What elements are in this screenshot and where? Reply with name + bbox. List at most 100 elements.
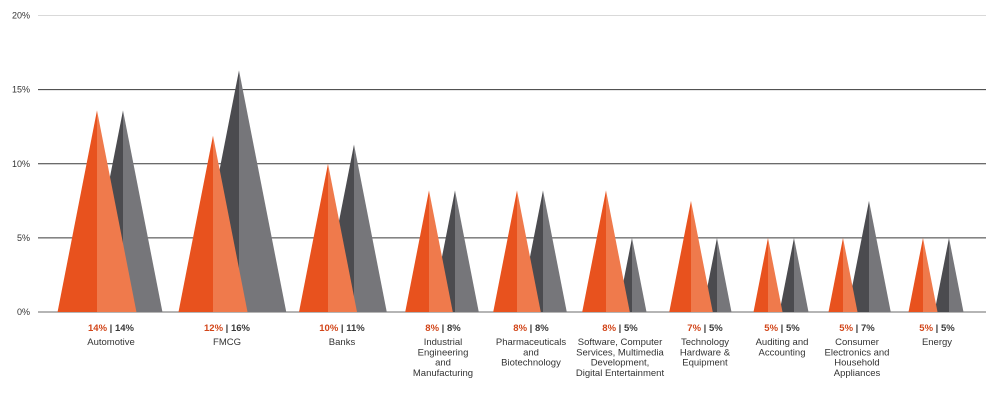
series2-peak-1-right-face: [239, 70, 287, 312]
category-label-line: and: [523, 347, 539, 358]
series2-peak-5-right-face: [632, 237, 647, 312]
series2-value-label: 16%: [231, 323, 251, 334]
series2-peak-6-right-face: [717, 237, 732, 312]
series1-peak-6-left-face: [669, 200, 691, 312]
value-label-2: 10% | 11%: [319, 323, 365, 334]
category-group-2: 10% | 11% Banks: [319, 323, 365, 348]
series1-peak-9-right-face: [923, 237, 938, 312]
series1-peak-0: [57, 110, 137, 312]
series1-peak-3-left-face: [405, 190, 429, 312]
category-label-line: Automotive: [87, 337, 135, 348]
series1-value-label: 8%: [602, 323, 616, 334]
series2-peak-8: [847, 200, 891, 312]
series2-value-label: 8%: [535, 323, 549, 334]
series2-peak-8-right-face: [869, 200, 891, 312]
value-separator: |: [439, 323, 447, 334]
value-label-3: 8% | 8%: [425, 323, 461, 334]
series2-peak-9: [934, 237, 964, 312]
value-separator: |: [338, 323, 346, 334]
series2-value-label: 11%: [346, 323, 365, 334]
series2-peak-0-right-face: [123, 110, 163, 312]
series1-peak-4: [493, 190, 541, 312]
category-label-line: Banks: [329, 337, 356, 348]
value-separator: |: [107, 323, 115, 334]
value-label-5: 8% | 5%: [602, 323, 638, 334]
category-label-line: FMCG: [213, 337, 241, 348]
category-label-line: Electronics and: [825, 347, 890, 358]
series2-peak-9-right-face: [949, 237, 964, 312]
category-group-3: 8% | 8% IndustrialEngineeringandManufactu…: [413, 323, 473, 379]
series1-peak-5: [582, 190, 630, 312]
series1-peak-2: [299, 163, 357, 312]
series1-peak-6: [669, 200, 713, 312]
category-group-0: 14% | 14% Automotive: [87, 323, 135, 348]
series1-value-label: 7%: [687, 323, 701, 334]
y-axis: 0% 5% 10% 15% 20%: [12, 11, 30, 318]
series1-value-label: 14%: [88, 323, 108, 334]
series2-peak-7-right-face: [794, 237, 809, 312]
series1-value-label: 5%: [839, 323, 853, 334]
series1-peak-6-right-face: [691, 200, 713, 312]
plot-area: [57, 70, 964, 312]
series2-value-label: 5%: [786, 323, 800, 334]
series1-peak-5-left-face: [582, 190, 606, 312]
value-separator: |: [853, 323, 861, 334]
y-tick-label: 15%: [12, 85, 30, 95]
category-label-line: Auditing and: [756, 337, 809, 348]
series2-value-label: 8%: [447, 323, 461, 334]
series1-peak-4-left-face: [493, 190, 517, 312]
category-labels: 14% | 14% Automotive 12% | 16% FMCG 10% | 11…: [87, 323, 955, 379]
series1-peak-9-left-face: [908, 237, 923, 312]
category-label-line: Software, Computer: [578, 337, 662, 348]
value-label-8: 5% | 7%: [839, 323, 875, 334]
series1-peak-7: [753, 237, 783, 312]
category-label-line: Manufacturing: [413, 368, 473, 379]
category-label-line: Energy: [922, 337, 952, 348]
value-label-1: 12% | 16%: [204, 323, 251, 334]
series1-peak-7-right-face: [768, 237, 783, 312]
category-label-line: Engineering: [418, 347, 469, 358]
category-group-1: 12% | 16% FMCG: [204, 323, 251, 348]
series1-value-label: 8%: [513, 323, 527, 334]
series2-peak-3-right-face: [455, 190, 479, 312]
series1-peak-3: [405, 190, 453, 312]
series2-peak-2-right-face: [354, 144, 387, 312]
series2-value-label: 5%: [941, 323, 955, 334]
category-label-line: Hardware &: [680, 347, 731, 358]
series1-peak-2-left-face: [299, 163, 328, 312]
value-separator: |: [223, 323, 231, 334]
series2-value-label: 5%: [624, 323, 638, 334]
series1-peak-8-left-face: [828, 237, 843, 312]
y-tick-label: 20%: [12, 11, 30, 21]
category-label-line: Pharmaceuticals: [496, 337, 566, 348]
series1-peak-1: [178, 135, 248, 312]
series1-value-label: 12%: [204, 323, 224, 334]
series1-peak-5-right-face: [606, 190, 630, 312]
value-separator: |: [933, 323, 941, 334]
category-label-line: Technology: [681, 337, 729, 348]
value-label-6: 7% | 5%: [687, 323, 723, 334]
series1-peak-8-right-face: [843, 237, 858, 312]
series1-value-label: 5%: [919, 323, 933, 334]
series1-peak-8: [828, 237, 858, 312]
value-label-4: 8% | 8%: [513, 323, 549, 334]
value-label-9: 5% | 5%: [919, 323, 955, 334]
value-label-0: 14% | 14%: [88, 323, 135, 334]
category-label-line: and: [435, 358, 451, 369]
series2-value-label: 5%: [709, 323, 723, 334]
series2-peak-8-left-face: [847, 200, 869, 312]
series1-peak-4-right-face: [517, 190, 541, 312]
y-tick-label: 0%: [17, 307, 30, 317]
series1-peak-1-left-face: [178, 135, 213, 312]
series1-value-label: 5%: [764, 323, 778, 334]
series2-value-label: 14%: [115, 323, 135, 334]
category-label-line: Appliances: [834, 368, 881, 379]
y-tick-label: 10%: [12, 159, 30, 169]
category-label-line: Household: [834, 358, 879, 369]
category-group-9: 5% | 5% Energy: [919, 323, 955, 348]
value-separator: |: [616, 323, 624, 334]
